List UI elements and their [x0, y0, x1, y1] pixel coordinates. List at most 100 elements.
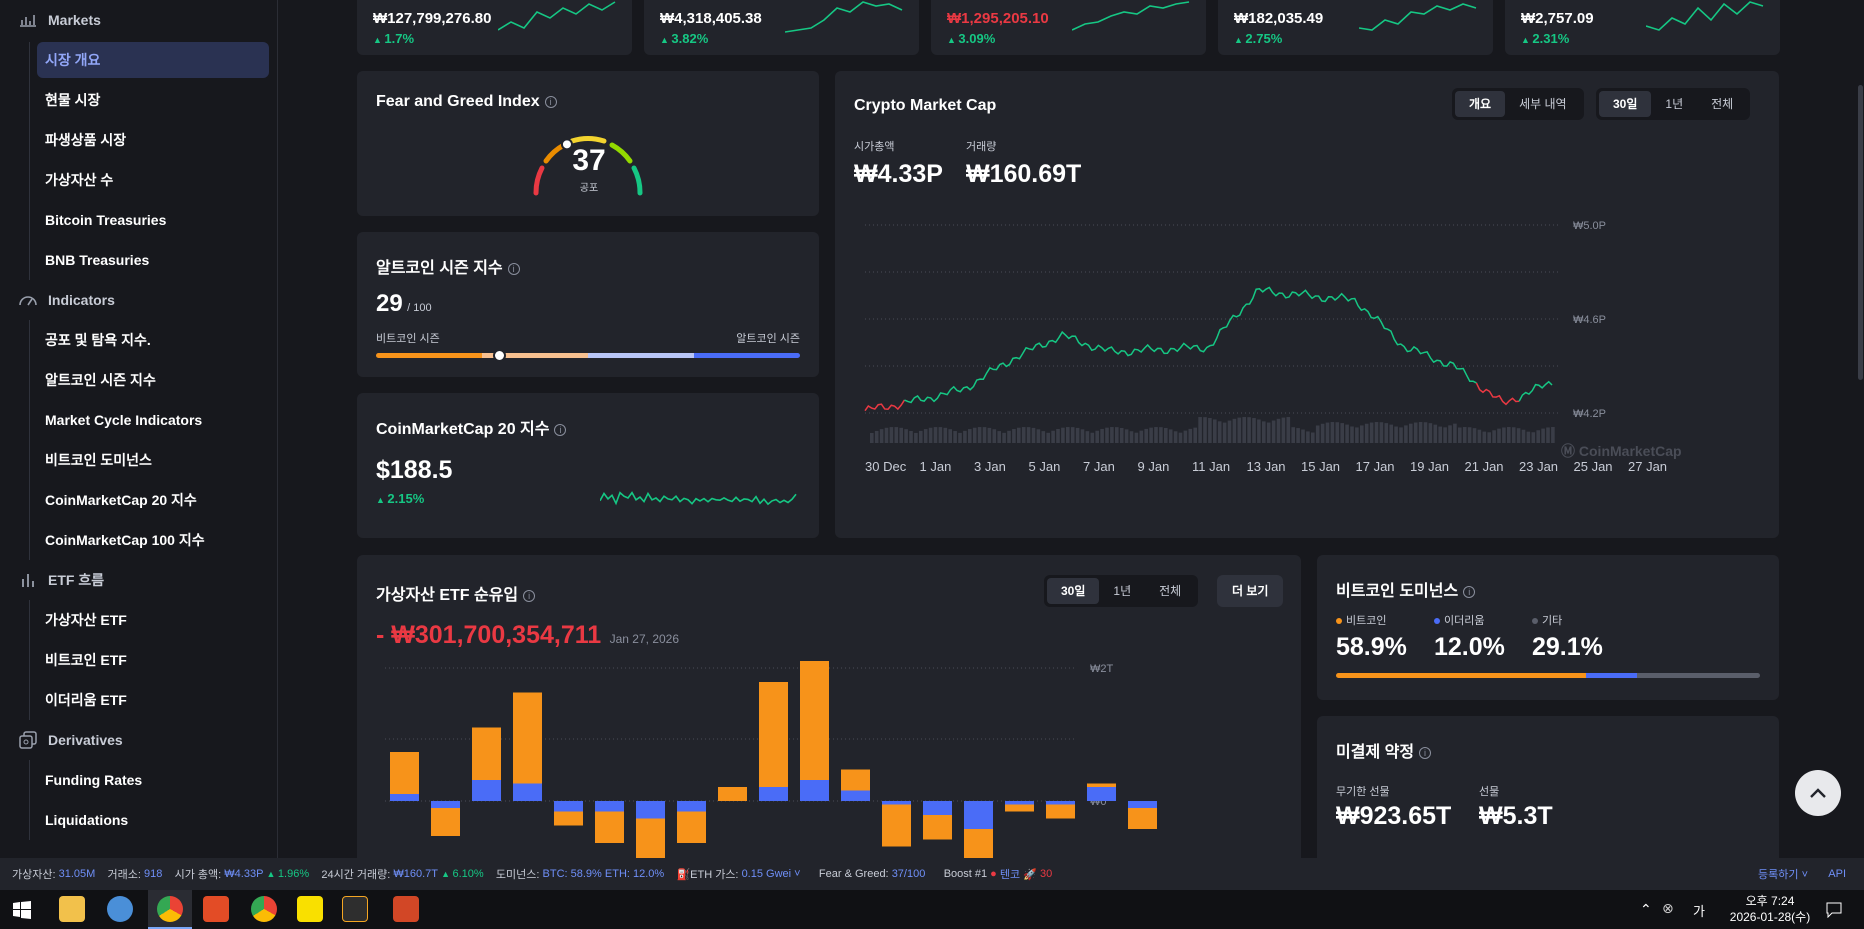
etf-eth-bar[interactable]	[800, 780, 829, 801]
tab-overview[interactable]: 개요	[1455, 91, 1506, 117]
etf-btc-bar[interactable]	[1046, 804, 1075, 819]
kakaotalk-icon[interactable]	[297, 896, 323, 922]
etf-eth-bar[interactable]	[472, 780, 501, 801]
sidebar-item[interactable]: CoinMarketCap 20 지수	[45, 492, 197, 508]
tab-30d[interactable]: 30일	[1599, 91, 1652, 117]
app-icon[interactable]	[203, 896, 229, 922]
sidebar-section-etf[interactable]: ETF 흐름	[0, 560, 277, 600]
cmc20-card[interactable]: CoinMarketCap 20 지수 i $188.5 2.15%	[357, 393, 819, 538]
etf-eth-bar[interactable]	[1005, 801, 1034, 805]
windows-start-icon[interactable]	[13, 901, 31, 919]
etf-btc-bar[interactable]	[390, 752, 419, 794]
open-interest-card[interactable]: 미결제 약정 i 무기한 선물 ₩923.65T 선물 ₩5.3T	[1317, 716, 1779, 858]
sidebar-item[interactable]: Liquidations	[45, 812, 129, 828]
sidebar-item[interactable]: Market Cycle Indicators	[45, 412, 203, 428]
scroll-top-button[interactable]	[1795, 770, 1841, 816]
sidebar-item[interactable]: 시장 개요	[37, 42, 269, 78]
sidebar-section-indicators[interactable]: Indicators	[0, 280, 277, 320]
tab-30d[interactable]: 30일	[1047, 578, 1100, 604]
info-icon[interactable]: i	[1419, 747, 1432, 759]
stat-cryptos[interactable]: 31.05M	[58, 868, 96, 880]
api-link[interactable]: API	[1828, 868, 1846, 880]
stat-market-cap[interactable]: ₩4.33P	[224, 868, 264, 880]
tab-all[interactable]: 전체	[1159, 584, 1182, 598]
etf-eth-bar[interactable]	[554, 801, 583, 812]
sidebar-item[interactable]: 가상자산 수	[45, 172, 114, 188]
etf-eth-bar[interactable]	[882, 801, 911, 805]
sidebar-section-markets[interactable]: Markets	[0, 0, 277, 40]
etf-btc-bar[interactable]	[513, 692, 542, 784]
sidebar-item[interactable]: 공포 및 탐욕 지수.	[45, 332, 151, 348]
tab-1y[interactable]: 1년	[1113, 584, 1132, 598]
see-more-button[interactable]: 더 보기	[1217, 575, 1284, 607]
info-icon[interactable]: i	[544, 96, 557, 108]
sidebar-item[interactable]: 이더리움 ETF	[45, 692, 127, 708]
ticker-card[interactable]: ₩4,318,405.38 3.82%	[644, 0, 919, 55]
etf-eth-bar[interactable]	[1087, 787, 1116, 801]
clock[interactable]: 오후 7:24 2026-01-28(수)	[1720, 893, 1820, 925]
sidebar-item[interactable]: 현물 시장	[45, 92, 101, 108]
etf-btc-bar[interactable]	[431, 808, 460, 836]
etf-btc-bar[interactable]	[595, 811, 624, 844]
etf-btc-bar[interactable]	[964, 829, 993, 858]
fear-greed-card[interactable]: Fear and Greed Index i 37 공포	[357, 71, 819, 216]
etf-eth-bar[interactable]	[390, 794, 419, 801]
file-explorer-icon[interactable]	[59, 896, 85, 922]
sidebar-item[interactable]: BNB Treasuries	[45, 252, 150, 268]
etf-eth-bar[interactable]	[923, 801, 952, 815]
tab-1y[interactable]: 1년	[1665, 97, 1684, 111]
ticker-card[interactable]: ₩127,799,276.80 1.7%	[357, 0, 632, 55]
etf-eth-bar[interactable]	[964, 801, 993, 829]
etf-eth-bar[interactable]	[759, 787, 788, 801]
etf-btc-bar[interactable]	[882, 804, 911, 847]
info-icon[interactable]: i	[554, 424, 567, 436]
stat-volume[interactable]: ₩160.7T	[393, 868, 438, 880]
sidebar-item[interactable]: 가상자산 ETF	[45, 612, 127, 628]
etf-eth-bar[interactable]	[431, 801, 460, 808]
ticker-card[interactable]: ₩2,757.09 2.31%	[1505, 0, 1780, 55]
etf-btc-bar[interactable]	[554, 811, 583, 826]
etf-eth-bar[interactable]	[595, 801, 624, 812]
chevron-up-icon[interactable]: ⌃	[1640, 901, 1652, 917]
etf-eth-bar[interactable]	[513, 783, 542, 802]
etf-btc-bar[interactable]	[800, 661, 829, 780]
stat-exchanges[interactable]: 918	[144, 868, 163, 880]
register-button[interactable]: 등록하기 ˅	[1758, 869, 1808, 881]
etf-btc-bar[interactable]	[677, 811, 706, 844]
etf-eth-bar[interactable]	[1128, 801, 1157, 808]
sidebar-item[interactable]: 파생상품 시장	[45, 132, 127, 148]
etf-eth-bar[interactable]	[677, 801, 706, 812]
stat-fear-greed[interactable]: 37/100	[891, 868, 926, 880]
dominance-card[interactable]: 비트코인 도미넌스 i 비트코인 58.9% 이더리움 12.0% 기타 29.1%	[1317, 555, 1779, 700]
info-icon[interactable]: i	[523, 590, 536, 602]
sidebar-item[interactable]: Funding Rates	[45, 772, 143, 788]
info-icon[interactable]: i	[507, 263, 520, 275]
chrome-icon[interactable]	[251, 896, 277, 922]
ime-icon[interactable]: 가	[1693, 904, 1705, 919]
scrollbar[interactable]	[1858, 85, 1863, 380]
etf-btc-bar[interactable]	[923, 815, 952, 840]
etf-btc-bar[interactable]	[759, 682, 788, 787]
notification-icon[interactable]	[1826, 902, 1842, 918]
sidebar-item[interactable]: 비트코인 도미넌스	[45, 452, 152, 468]
etf-btc-bar[interactable]	[636, 818, 665, 859]
info-icon[interactable]: i	[1463, 586, 1476, 598]
powerpoint-icon[interactable]	[393, 896, 419, 922]
etf-btc-bar[interactable]	[841, 769, 870, 791]
app-icon[interactable]	[107, 896, 133, 922]
chrome-taskbar-active[interactable]	[148, 890, 192, 929]
sidebar-item[interactable]: 알트코인 시즌 지수	[45, 372, 156, 388]
ticker-card[interactable]: ₩1,295,205.10 3.09%	[931, 0, 1206, 55]
etf-btc-bar[interactable]	[1087, 783, 1116, 788]
ticker-card[interactable]: ₩182,035.49 2.75%	[1218, 0, 1493, 55]
etf-btc-bar[interactable]	[1005, 804, 1034, 812]
etf-eth-bar[interactable]	[1046, 801, 1075, 805]
tab-breakdown[interactable]: 세부 내역	[1519, 97, 1567, 111]
stat-dominance[interactable]: BTC: 58.9% ETH: 12.0%	[542, 868, 665, 880]
altcoin-season-card[interactable]: 알트코인 시즌 지수 i 29 / 100 비트코인 시즌 알트코인 시즌	[357, 232, 819, 377]
etf-btc-bar[interactable]	[718, 787, 747, 801]
sidebar-item[interactable]: 비트코인 ETF	[45, 652, 127, 668]
sublime-icon[interactable]	[342, 896, 368, 922]
etf-btc-bar[interactable]	[472, 727, 501, 781]
etf-eth-bar[interactable]	[841, 790, 870, 802]
